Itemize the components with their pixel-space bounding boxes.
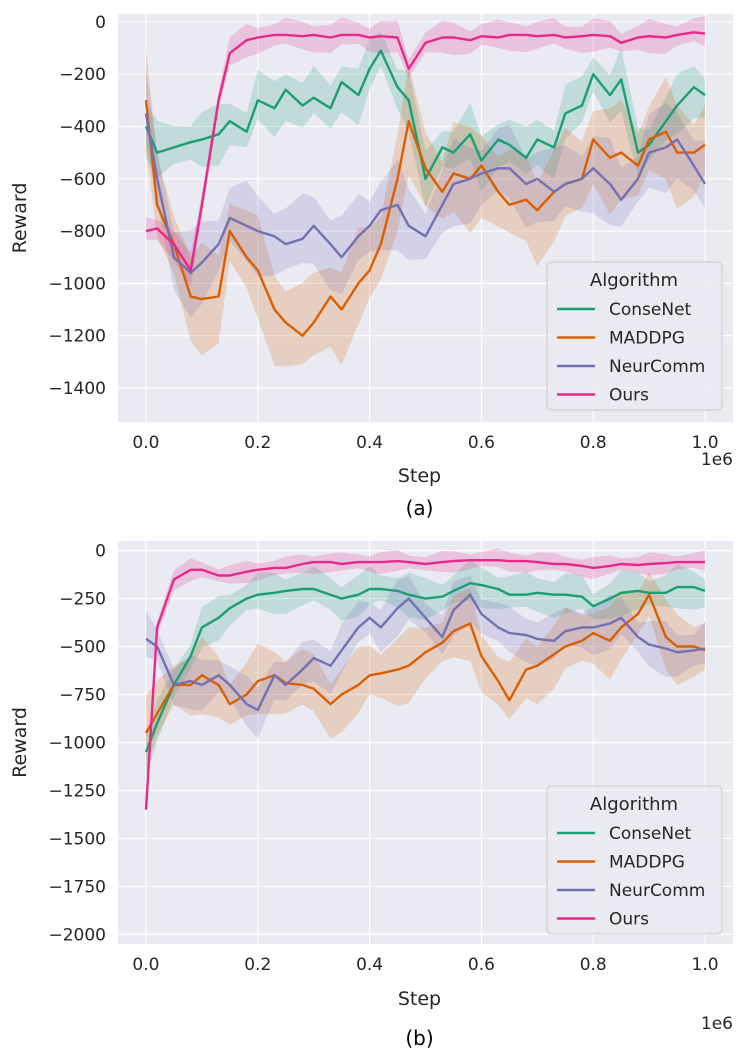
series-line-maddpg bbox=[144, 100, 706, 337]
y-tick-label: 0 bbox=[95, 13, 106, 33]
band-maddpg bbox=[146, 571, 705, 768]
x-tick-label: 0.0 bbox=[132, 433, 159, 453]
band-maddpg bbox=[146, 46, 705, 367]
y-tick-label: −500 bbox=[59, 638, 106, 658]
series-line-neurcomm bbox=[145, 593, 706, 712]
y-axis-label: Reward bbox=[9, 707, 31, 778]
confidence-bands bbox=[146, 16, 705, 367]
band-ours bbox=[146, 16, 705, 288]
legend-label-neurcomm: NeurComm bbox=[609, 881, 705, 901]
y-axis-label: Reward bbox=[9, 183, 31, 254]
legend-title: Algorithm bbox=[590, 794, 678, 815]
legend: Algorithm ConseNet MADDPG NeurComm Ours bbox=[546, 261, 723, 411]
band-neurcomm bbox=[146, 575, 705, 739]
legend-label-neurcomm: NeurComm bbox=[609, 357, 705, 377]
x-tick-label: 0.0 bbox=[132, 955, 159, 975]
y-tick-label: 0 bbox=[95, 542, 106, 562]
y-tick-label: −200 bbox=[59, 65, 106, 85]
band-consenet bbox=[146, 560, 705, 776]
y-tick-label: −1000 bbox=[48, 734, 106, 754]
legend-box bbox=[546, 261, 723, 411]
chart-panel-b: 0.0 0.2 0.4 0.6 0.8 1.0 0 −250 −500 −750 −1000 −125… bbox=[9, 541, 733, 1050]
series-line-ours bbox=[144, 559, 705, 810]
series-lines bbox=[144, 31, 707, 337]
x-axis-label: Step bbox=[398, 988, 441, 1010]
band-neurcomm bbox=[146, 68, 705, 318]
x-offset-label: 1e6 bbox=[701, 450, 733, 470]
series-line-consenet bbox=[144, 49, 706, 181]
legend-label-maddpg: MADDPG bbox=[609, 853, 685, 873]
y-tick-label: −1200 bbox=[48, 327, 106, 347]
x-offset-label: 1e6 bbox=[701, 1014, 733, 1034]
legend-label-ours: Ours bbox=[609, 386, 649, 406]
x-tick-label: 1.0 bbox=[692, 433, 719, 453]
y-tick-label: −800 bbox=[59, 222, 106, 242]
series-lines bbox=[144, 559, 706, 810]
legend-label-maddpg: MADDPG bbox=[609, 329, 685, 349]
legend-label-ours: Ours bbox=[609, 910, 649, 930]
band-consenet bbox=[146, 31, 705, 208]
x-tick-label: 0.4 bbox=[356, 433, 383, 453]
confidence-bands bbox=[146, 548, 705, 816]
y-tick-label: −1250 bbox=[48, 781, 106, 801]
x-tick-label: 0.2 bbox=[244, 433, 271, 453]
x-axis-label: Step bbox=[398, 465, 441, 487]
x-tick-label: 0.6 bbox=[468, 433, 495, 453]
y-tick-label: −400 bbox=[59, 117, 106, 137]
series-line-ours bbox=[145, 31, 706, 272]
chart-panel-a: 0.0 0.2 0.4 0.6 0.8 1.0 0 −200 −400 −600 −800 −1000… bbox=[9, 13, 733, 520]
y-tick-label: −1000 bbox=[48, 274, 106, 294]
series-line-consenet bbox=[144, 582, 706, 753]
y-tick-label: −1750 bbox=[48, 877, 106, 897]
x-tick-label: 0.6 bbox=[468, 955, 495, 975]
y-tick-label: −600 bbox=[59, 170, 106, 190]
legend-label-consenet: ConseNet bbox=[609, 824, 692, 844]
legend-label-consenet: ConseNet bbox=[609, 300, 692, 320]
y-tick-label: −1400 bbox=[48, 379, 106, 399]
panel-caption: (a) bbox=[406, 496, 434, 520]
y-tick-label: −750 bbox=[59, 686, 106, 706]
x-tick-label: 1.0 bbox=[692, 955, 719, 975]
legend-box bbox=[546, 785, 723, 935]
x-tick-label: 0.8 bbox=[580, 433, 607, 453]
series-line-neurcomm bbox=[144, 113, 707, 275]
y-tick-label: −250 bbox=[59, 590, 106, 610]
x-tick-label: 0.2 bbox=[244, 955, 271, 975]
panel-caption: (b) bbox=[405, 1026, 433, 1050]
legend: Algorithm ConseNet MADDPG NeurComm Ours bbox=[546, 785, 723, 935]
x-tick-label: 0.4 bbox=[356, 955, 383, 975]
y-tick-label: −2000 bbox=[48, 925, 106, 945]
y-tick-label: −1500 bbox=[48, 829, 106, 849]
band-ours bbox=[146, 548, 705, 816]
x-tick-label: 0.8 bbox=[580, 955, 607, 975]
legend-title: Algorithm bbox=[590, 270, 678, 291]
